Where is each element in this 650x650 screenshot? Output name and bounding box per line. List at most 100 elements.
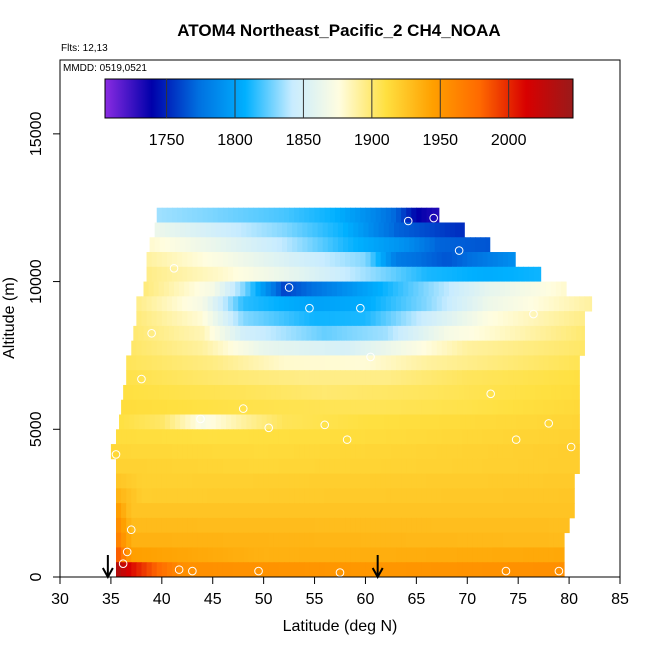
heatmap-cell [281, 414, 288, 430]
heatmap-cell [200, 237, 207, 253]
heatmap-cell [154, 222, 161, 238]
heatmap-cell [312, 414, 319, 430]
heatmap-cell [131, 399, 137, 415]
heatmap-cell [200, 222, 207, 238]
heatmap-cell [222, 311, 229, 327]
heatmap-cell [275, 384, 282, 401]
heatmap-cell [560, 384, 567, 401]
heatmap-cell [172, 473, 178, 489]
heatmap-cell [345, 503, 351, 519]
heatmap-cell [548, 340, 555, 356]
heatmap-cell [426, 370, 433, 386]
heatmap-cell [518, 429, 524, 445]
heatmap-cell [414, 414, 421, 430]
heatmap-cell [195, 222, 202, 238]
heatmap-cell [233, 429, 239, 445]
heatmap-cell [299, 547, 305, 563]
heatmap-cell [497, 311, 504, 327]
y-tick-label: 15000 [28, 112, 45, 157]
colorbar-tick-label: 1750 [149, 132, 185, 149]
heatmap-cell [306, 325, 313, 342]
heatmap-cell [472, 252, 479, 268]
heatmap-cell [543, 399, 550, 415]
heatmap-cell [421, 340, 428, 356]
heatmap-cell [492, 517, 499, 534]
heatmap-cell [258, 458, 265, 474]
heatmap-cell [161, 517, 168, 534]
heatmap-cell [217, 296, 224, 312]
heatmap-cell [444, 414, 451, 430]
heatmap-cell [499, 384, 506, 401]
heatmap-cell [161, 252, 168, 268]
heatmap-cell [324, 547, 331, 563]
heatmap-cell [273, 266, 280, 282]
sample-point [454, 246, 464, 255]
heatmap-cell [154, 237, 161, 253]
heatmap-cell [231, 414, 237, 430]
heatmap-cell [324, 399, 331, 415]
heatmap-cell [166, 311, 173, 327]
heatmap-cell [342, 325, 348, 342]
heatmap-cell [316, 281, 323, 297]
heatmap-cell [263, 503, 270, 519]
heatmap-cell [289, 473, 295, 489]
heatmap-cell [345, 517, 351, 534]
heatmap-cell [350, 547, 356, 563]
heatmap-cell [141, 340, 148, 356]
heatmap-cell [275, 281, 282, 297]
heatmap-cell [502, 340, 509, 356]
heatmap-cell [334, 355, 341, 371]
heatmap-cell [418, 384, 425, 401]
heatmap-cell [340, 444, 346, 460]
heatmap-cell [457, 473, 463, 489]
heatmap-cell [182, 355, 188, 371]
heatmap-cell [230, 384, 236, 401]
heatmap-cell [536, 414, 543, 430]
heatmap-cell [340, 458, 346, 474]
heatmap-cell [304, 355, 311, 371]
heatmap-cell [558, 547, 565, 563]
heatmap-cell [217, 473, 224, 489]
heatmap-cell [182, 252, 188, 268]
heatmap-cell [492, 340, 499, 356]
heatmap-cell [314, 311, 321, 327]
heatmap-cell [268, 503, 275, 519]
heatmap-cell [457, 399, 463, 415]
heatmap-cell [329, 517, 336, 534]
heatmap-cell [477, 355, 484, 371]
heatmap-cell [462, 266, 468, 282]
heatmap-cell [212, 532, 219, 548]
heatmap-cell [510, 325, 516, 342]
heatmap-cell [360, 340, 367, 356]
heatmap-cell [497, 399, 504, 415]
heatmap-cell [209, 384, 216, 401]
heatmap-cell [253, 207, 260, 223]
heatmap-cell [538, 340, 545, 356]
heatmap-cell [467, 311, 473, 327]
heatmap-cell [345, 473, 351, 489]
heatmap-cell [487, 399, 494, 415]
heatmap-cell [528, 503, 535, 519]
heatmap-cell [436, 562, 443, 578]
heatmap-cell [462, 547, 468, 563]
heatmap-cell [370, 311, 377, 327]
heatmap-cell [243, 458, 249, 474]
heatmap-cell [319, 355, 326, 371]
heatmap-cell [581, 325, 585, 342]
heatmap-cell [434, 414, 441, 430]
heatmap-cell [197, 429, 204, 445]
heatmap-cell [233, 266, 239, 282]
heatmap-cell [411, 547, 417, 563]
heatmap-cell [426, 473, 433, 489]
heatmap-cell [299, 370, 305, 386]
heatmap-cell [314, 296, 321, 312]
heatmap-cell [192, 473, 199, 489]
heatmap-cell [179, 281, 185, 297]
heatmap-cell [212, 547, 219, 563]
heatmap-cell [153, 384, 160, 401]
heatmap-cell [502, 547, 509, 563]
heatmap-cell [172, 429, 178, 445]
heatmap-cell [273, 473, 280, 489]
heatmap-cell [530, 325, 537, 342]
heatmap-cell [255, 325, 262, 342]
